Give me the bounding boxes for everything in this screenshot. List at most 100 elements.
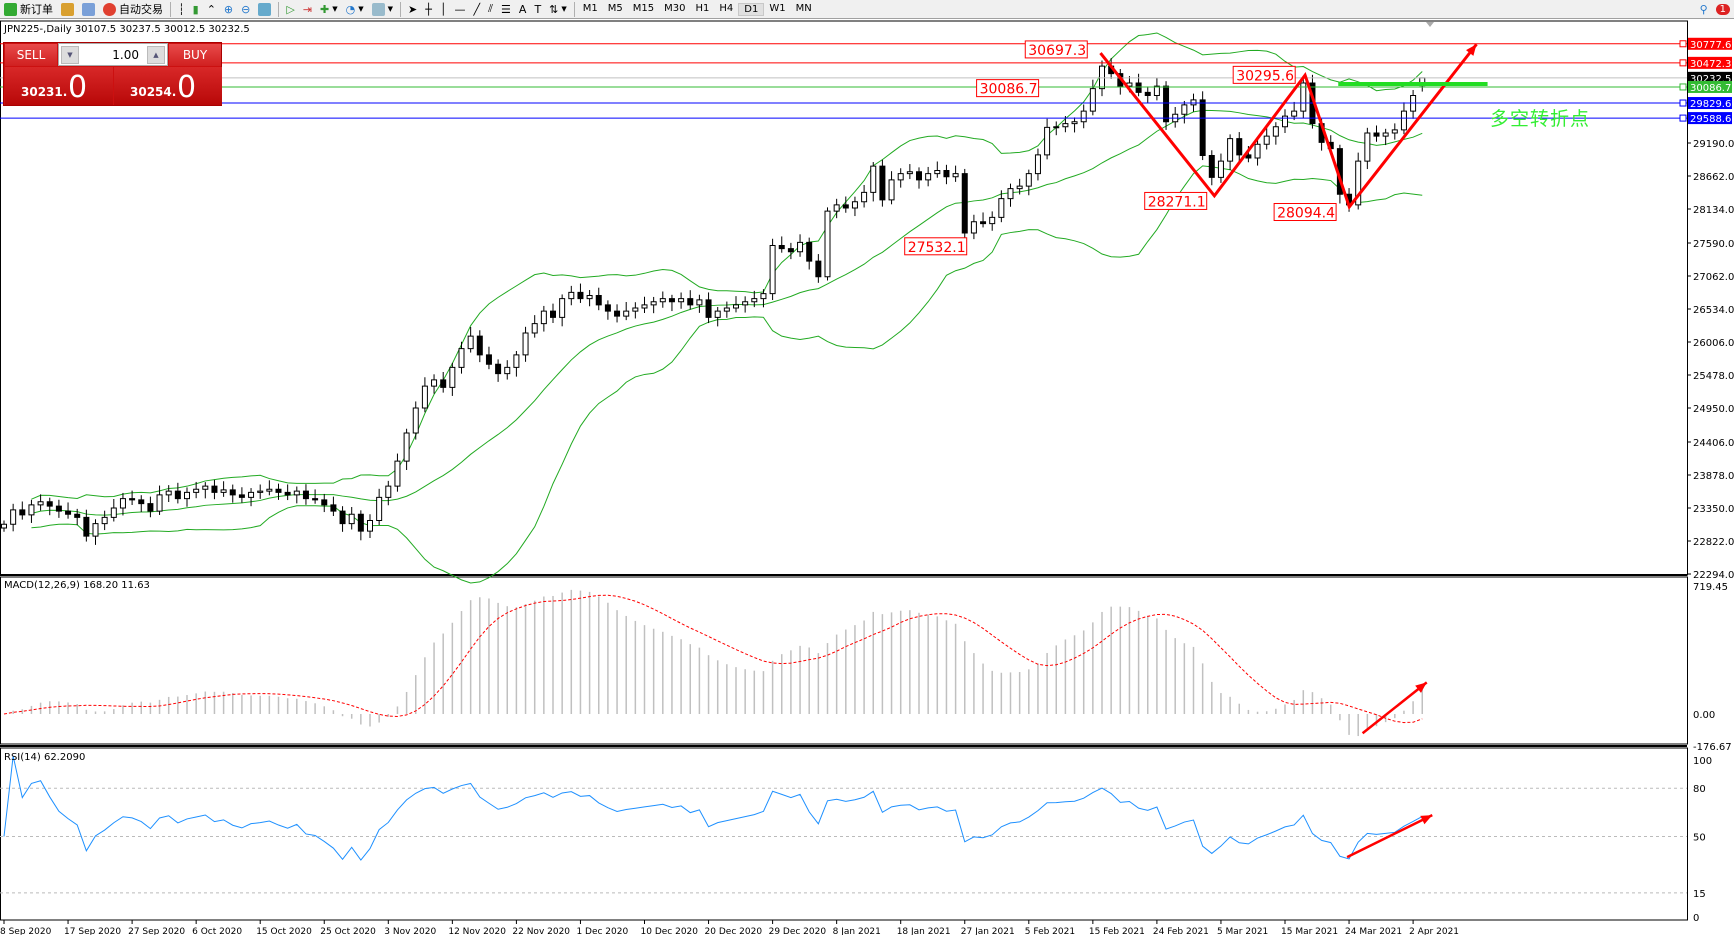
price-level-badge <box>1688 71 1732 84</box>
lot-increase-button[interactable]: ▲ <box>147 46 165 64</box>
bearish-candle <box>961 173 968 234</box>
level-handle <box>1679 40 1687 48</box>
bullish-candle <box>1300 82 1307 112</box>
bullish-candle <box>1153 85 1160 96</box>
timeframe-m5[interactable]: M5 <box>607 2 623 14</box>
new-order-button[interactable]: 新订单 <box>0 1 57 18</box>
search-button[interactable]: ⚲ <box>1696 1 1712 18</box>
lot-size-input[interactable] <box>79 47 139 62</box>
bullish-candle <box>37 501 44 506</box>
bearish-candle <box>129 498 136 501</box>
price-annotation-label: 28094.4 <box>1277 206 1335 222</box>
timeframe-m15[interactable]: M15 <box>632 2 655 14</box>
price-tick-label: 28134.0 <box>1693 205 1734 216</box>
price-annotation-box <box>1232 65 1296 84</box>
zoom-in-button[interactable]: ⊕ <box>220 1 237 18</box>
bearish-candle <box>806 241 813 262</box>
date-label: 1 Dec 2020 <box>576 927 628 935</box>
bullish-candle <box>696 299 703 306</box>
bullish-candle <box>119 498 126 509</box>
chart-shift-button[interactable]: ⇥ <box>299 1 316 18</box>
navigator-button[interactable] <box>78 1 99 18</box>
bearish-candle <box>595 295 602 306</box>
timeframe-m30[interactable]: M30 <box>664 2 686 14</box>
bullish-candle <box>1254 143 1261 159</box>
price-level-badge <box>1688 97 1732 110</box>
periods-button[interactable]: ◔ ▼ <box>342 1 368 18</box>
bullish-candle <box>367 520 373 532</box>
crosshair-button[interactable]: ┼ <box>421 1 436 18</box>
price-tick-label: 24406.0 <box>1693 438 1734 449</box>
arrows-button[interactable]: ⇅ ▼ <box>545 1 571 18</box>
timeframe-h4[interactable]: H4 <box>719 2 734 14</box>
notifications-button[interactable]: 1 <box>1712 1 1734 18</box>
timeframe-w1[interactable]: W1 <box>769 2 786 14</box>
sell-price-button[interactable]: 30231. 0 <box>5 67 113 105</box>
metaeditor-button[interactable] <box>57 1 78 18</box>
bearish-candle <box>485 354 492 365</box>
text-button[interactable]: A <box>515 1 531 18</box>
bearish-candle <box>916 171 922 181</box>
bearish-candle <box>879 165 886 201</box>
tile-windows-button[interactable] <box>254 1 275 18</box>
bullish-candle <box>1382 132 1389 137</box>
date-label: 20 Dec 2020 <box>705 927 763 935</box>
fibonacci-button[interactable]: ☰ <box>497 1 515 18</box>
buy-button[interactable]: BUY <box>169 44 221 66</box>
auto-scroll-button[interactable]: ▷ <box>282 1 298 18</box>
date-label: 27 Sep 2020 <box>128 927 185 935</box>
timeframe-m1[interactable]: M1 <box>582 2 598 14</box>
zoom-out-button[interactable]: ⊖ <box>237 1 254 18</box>
timeframe-mn[interactable]: MN <box>795 2 812 14</box>
auto-trading-button[interactable]: 自动交易 <box>99 1 167 18</box>
plus-icon: ✚ <box>320 2 330 16</box>
line-chart-button[interactable]: ⌃ <box>203 1 220 18</box>
sell-button[interactable]: SELL <box>5 44 57 66</box>
macd-tick-label: 0.00 <box>1693 710 1715 721</box>
bullish-candle <box>1391 129 1398 134</box>
fibonacci-icon: ☰ <box>501 2 511 16</box>
bearish-candle <box>440 379 447 388</box>
cursor-button[interactable]: ➤ <box>404 1 421 18</box>
templates-button[interactable]: ▼ <box>368 1 397 18</box>
bullish-candle <box>394 460 401 487</box>
bullish-candle <box>184 491 190 500</box>
timeframe-h1[interactable]: H1 <box>695 2 710 14</box>
bearish-candle <box>65 510 72 515</box>
bar-chart-button[interactable]: ┆ <box>174 1 189 18</box>
bullish-candle <box>742 301 749 306</box>
bearish-candle <box>46 501 53 507</box>
candle-chart-button[interactable]: ▮ <box>189 1 203 18</box>
bearish-candle <box>83 516 90 537</box>
trendline-button[interactable]: ╱ <box>470 1 485 18</box>
bearish-candle <box>476 335 483 356</box>
bearish-candle <box>174 490 181 500</box>
bearish-candle <box>147 503 154 512</box>
vertical-line-button[interactable]: │ <box>436 1 451 18</box>
bar-chart-icon: ┆ <box>178 2 185 16</box>
buy-price-button[interactable]: 30254. 0 <box>114 67 222 105</box>
bullish-candle <box>760 293 767 300</box>
bullish-candle <box>1034 154 1041 175</box>
indicators-button[interactable]: ✚ ▼ <box>316 1 342 18</box>
price-annotation-label: 28271.1 <box>1148 194 1206 210</box>
lot-decrease-button[interactable]: ▼ <box>61 46 79 64</box>
level-handle <box>1679 59 1687 67</box>
bearish-candle <box>74 513 81 518</box>
timeframe-d1[interactable]: D1 <box>738 2 765 16</box>
bullish-candle <box>110 507 117 518</box>
bearish-candle <box>550 310 556 318</box>
line-chart-icon: ⌃ <box>206 2 216 16</box>
bullish-candle <box>1071 121 1078 125</box>
price-tick-label: 23878.0 <box>1693 471 1734 482</box>
text-label-button[interactable]: T <box>530 1 545 18</box>
bearish-candle <box>614 310 621 317</box>
bullish-candle <box>1364 132 1371 162</box>
text-label-icon: T <box>534 2 542 16</box>
bullish-candle <box>1025 173 1032 187</box>
rsi-up-arrow <box>1346 814 1433 859</box>
channel-button[interactable]: ⫽ <box>484 1 497 18</box>
horizontal-line-button[interactable]: — <box>451 1 470 18</box>
candlestick-icon: ▮ <box>192 2 199 16</box>
